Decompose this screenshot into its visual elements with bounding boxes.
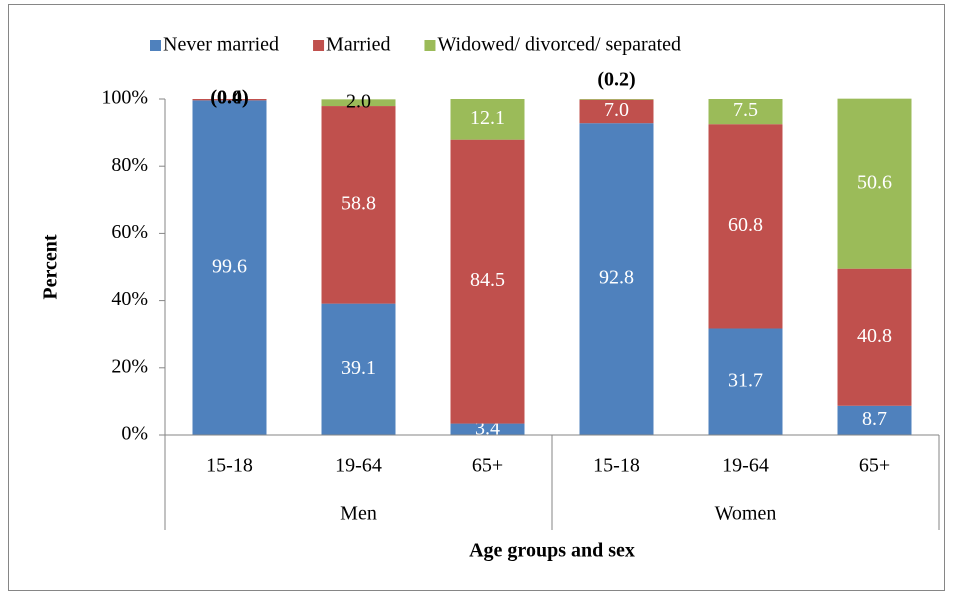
legend-label: Widowed/ divorced/ separated [437,34,681,56]
y-tick-label: 0% [121,423,148,445]
x-axis-label: Age groups and sex [469,540,635,562]
y-tick-label: 100% [101,87,148,109]
bar-segment [450,99,525,140]
data-label: 39.1 [341,357,376,379]
legend-label: Never married [163,34,279,56]
y-tick-label: 40% [111,288,148,310]
x-tick-label: 15-18 [593,455,640,477]
data-label: 7.5 [733,99,758,121]
data-label: 2.0 [346,90,371,112]
chart-border [8,4,945,591]
data-label: 12.1 [470,107,505,129]
bar-segment [450,423,525,435]
data-label: 92.8 [599,267,634,289]
group-label: Men [340,503,377,525]
bar-segment [321,99,396,107]
data-label: 50.6 [857,171,892,193]
legend-swatch [424,40,436,51]
legend-swatch [150,40,161,51]
x-tick-label: 65+ [472,455,503,477]
bar-segment [321,303,396,435]
bar-segment [708,99,783,125]
data-label: 99.6 [212,255,247,277]
data-label: 60.8 [728,214,763,236]
data-label: (0.4) [210,87,248,109]
bar-segment [708,124,783,329]
bar-segment [579,99,654,124]
y-tick-label: 20% [111,355,148,377]
bar-segment [192,99,267,101]
x-tick-label: 15-18 [206,455,253,477]
data-label: 7.0 [604,99,629,121]
bar-segment [837,268,912,406]
bar-segment [192,100,267,436]
legend-swatch [313,40,325,51]
bar-segment [321,106,396,304]
group-label: Women [715,503,777,525]
data-label: 58.8 [341,192,376,214]
data-label: 40.8 [857,325,892,347]
data-label: (0.2) [597,69,635,91]
data-label: (0.0) [210,87,248,109]
x-tick-label: 65+ [859,455,890,477]
bar-segment [708,328,783,435]
bar-segment [837,405,912,435]
y-axis-label: Percent [40,234,62,299]
bar-segment [837,98,912,269]
legend-label: Married [326,34,390,56]
data-label: 84.5 [470,269,505,291]
y-tick-label: 60% [111,221,148,243]
bar-segment [450,139,525,424]
data-label: 31.7 [728,369,763,391]
data-label: 8.7 [862,408,887,430]
x-tick-label: 19-64 [722,455,769,477]
y-tick-label: 80% [111,154,148,176]
bar-segment [579,99,654,100]
bar-segment [579,123,654,435]
x-tick-label: 19-64 [335,455,382,477]
